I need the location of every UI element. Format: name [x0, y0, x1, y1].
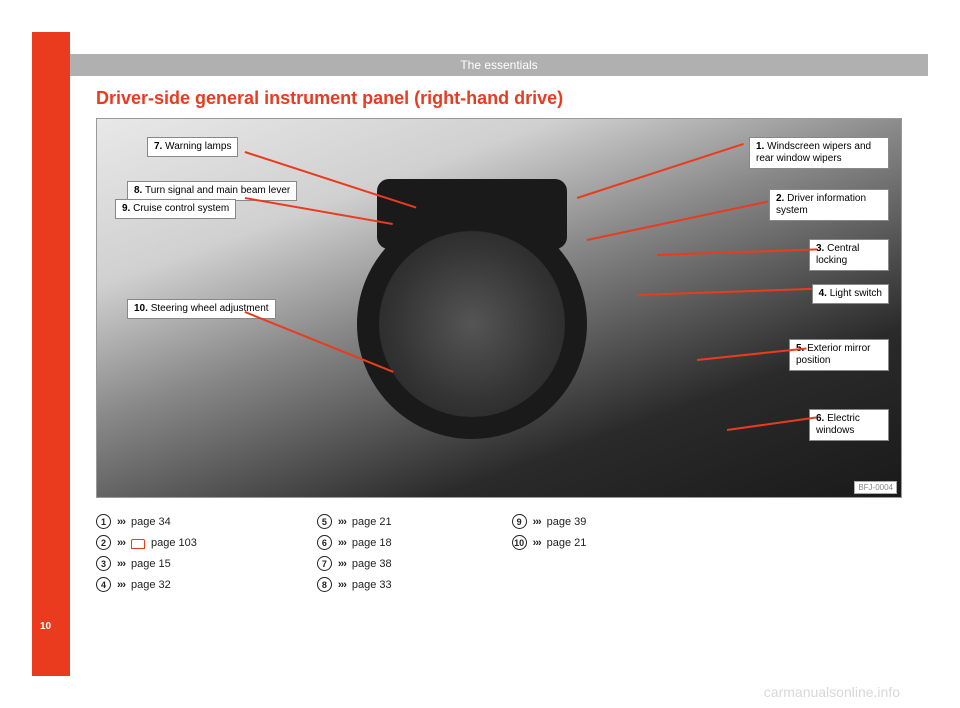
- callout-3: 3. Central locking: [809, 239, 889, 271]
- ref-number-icon: 3: [96, 556, 111, 571]
- figure-code: BFJ-0004: [854, 481, 897, 494]
- callout-line: [657, 248, 817, 255]
- ref-item: 3 ››› page 15: [96, 556, 197, 571]
- section-header: The essentials: [70, 54, 928, 76]
- ref-item: 1 ››› page 34: [96, 514, 197, 529]
- ref-item: 10 ››› page 21: [512, 535, 587, 550]
- ref-number-icon: 8: [317, 577, 332, 592]
- page-border: 10 The essentials Driver-side general in…: [32, 32, 928, 676]
- callout-line: [245, 197, 393, 225]
- triple-arrow-icon: ›››: [533, 516, 541, 528]
- triple-arrow-icon: ›››: [117, 579, 125, 591]
- callout-line: [577, 143, 744, 199]
- ref-column: 1 ››› page 34 2 ››› page 103 3 ››› page …: [96, 514, 197, 592]
- callout-7: 7. Warning lamps: [147, 137, 238, 157]
- ref-column: 5 ››› page 21 6 ››› page 18 7 ››› page 3…: [317, 514, 392, 592]
- ref-item: 7 ››› page 38: [317, 556, 392, 571]
- ref-item: 4 ››› page 32: [96, 577, 197, 592]
- instrument-panel-diagram: 7. Warning lamps 8. Turn signal and main…: [96, 118, 902, 498]
- ref-number-icon: 1: [96, 514, 111, 529]
- callout-4: 4. Light switch: [812, 284, 889, 304]
- callout-8: 8. Turn signal and main beam lever: [127, 181, 297, 201]
- triple-arrow-icon: ›››: [338, 537, 346, 549]
- ref-number-icon: 2: [96, 535, 111, 550]
- triple-arrow-icon: ›››: [117, 558, 125, 570]
- callout-2: 2. Driver information system: [769, 189, 889, 221]
- triple-arrow-icon: ›››: [338, 516, 346, 528]
- book-icon: [131, 539, 145, 549]
- steering-wheel-graphic: [357, 209, 587, 439]
- triple-arrow-icon: ›››: [117, 537, 125, 549]
- ref-item: 9 ››› page 39: [512, 514, 587, 529]
- ref-number-icon: 10: [512, 535, 527, 550]
- ref-number-icon: 5: [317, 514, 332, 529]
- ref-column: 9 ››› page 39 10 ››› page 21: [512, 514, 587, 592]
- page-title: Driver-side general instrument panel (ri…: [96, 88, 563, 109]
- callout-line: [587, 201, 768, 241]
- watermark: carmanualsonline.info: [764, 684, 900, 700]
- callout-1: 1. Windscreen wipers and rear window wip…: [749, 137, 889, 169]
- ref-item: 2 ››› page 103: [96, 535, 197, 550]
- ref-number-icon: 6: [317, 535, 332, 550]
- page-number: 10: [40, 621, 51, 632]
- ref-item: 5 ››› page 21: [317, 514, 392, 529]
- ref-item: 8 ››› page 33: [317, 577, 392, 592]
- triple-arrow-icon: ›››: [338, 558, 346, 570]
- callout-6: 6. Electric windows: [809, 409, 889, 441]
- callout-9: 9. Cruise control system: [115, 199, 236, 219]
- triple-arrow-icon: ›››: [338, 579, 346, 591]
- callout-5: 5. Exterior mirror position: [789, 339, 889, 371]
- page-references: 1 ››› page 34 2 ››› page 103 3 ››› page …: [96, 514, 902, 592]
- ref-number-icon: 7: [317, 556, 332, 571]
- ref-number-icon: 4: [96, 577, 111, 592]
- ref-number-icon: 9: [512, 514, 527, 529]
- triple-arrow-icon: ›››: [117, 516, 125, 528]
- triple-arrow-icon: ›››: [533, 537, 541, 549]
- ref-item: 6 ››› page 18: [317, 535, 392, 550]
- callout-line: [637, 288, 812, 296]
- callout-line: [727, 416, 816, 430]
- page-content: The essentials Driver-side general instr…: [70, 32, 928, 676]
